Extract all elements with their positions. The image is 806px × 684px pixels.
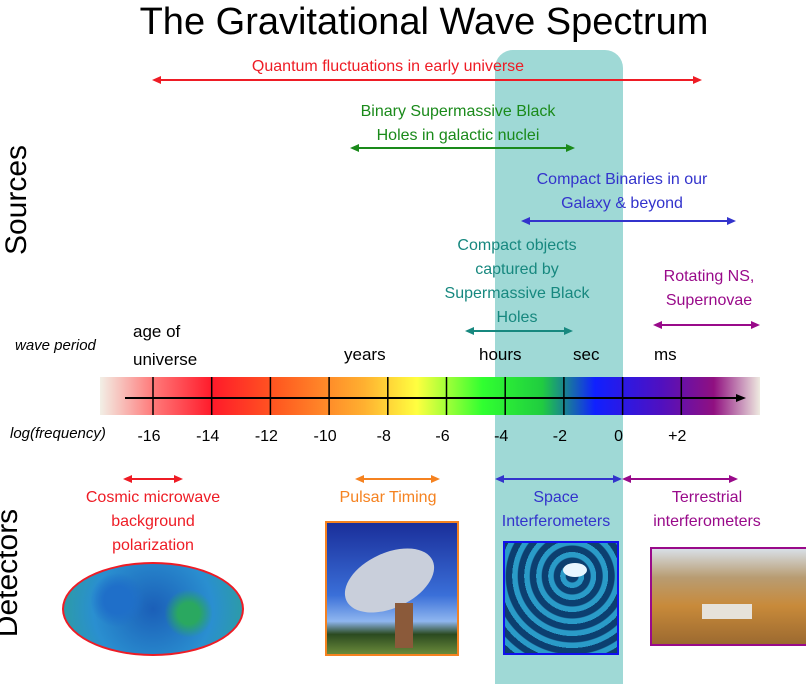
captured-compact-objects-label: Compact objects [457,237,577,254]
tick-label: -10 [313,428,337,445]
compact-binaries-label: Galaxy & beyond [561,195,683,212]
tick-label: -8 [376,428,391,445]
tick-label: -4 [494,428,509,445]
period-years: years [344,345,386,364]
pulsar-timing-label: Pulsar Timing [339,489,437,506]
captured-compact-objects-label: Holes [496,309,538,326]
space-interferometers-label: Space [533,489,579,506]
rotating-ns-label: Supernovae [665,292,753,309]
terrestrial-interferometers-range-arrow [622,475,738,483]
page-title: The Gravitational Wave Spectrum [139,1,709,43]
compact-binaries-label: Compact Binaries in our [536,171,708,188]
cmb-sky-map-image [62,562,244,656]
quantum-fluctuations-range-arrow [152,76,702,84]
captured-compact-objects-label: captured by [475,261,559,278]
frequency-spectrum-bar [100,377,760,415]
terrestrial-interferometers-label: Terrestrial [671,489,743,506]
axis-arrowhead [736,394,746,402]
tick-label: -12 [254,428,278,445]
space-interferometers-range-arrow [495,475,622,483]
ground-observatory-image [650,547,806,646]
tick-label: -16 [137,428,161,445]
tick-label: -6 [435,428,450,445]
period-hours: hours [479,345,522,364]
space-interferometers-label: Interferometers [501,513,611,530]
terrestrial-interferometers-label: interferometers [653,513,761,530]
binary-supermassive-bh-range-arrow [350,144,575,152]
binary-supermassive-bh-label: Holes in galactic nuclei [376,127,540,144]
period-age-of: age of [133,322,181,341]
wave-period-label: wave period [15,337,96,354]
period-ms: ms [654,345,677,364]
rotating-ns-label: Rotating NS, [663,268,755,285]
cmb-polarization-label: polarization [112,537,194,554]
cmb-polarization-label: background [111,513,195,530]
cmb-polarization-range-arrow [123,475,183,483]
log-frequency-label: log(frequency) [10,425,106,442]
space-interferometer-image [503,541,619,655]
captured-compact-objects-range-arrow [465,327,573,335]
cmb-polarization-label: Cosmic microwave [85,489,221,506]
tick-label: +2 [668,428,687,445]
compact-binaries-range-arrow [521,217,736,225]
tick-label: 0 [614,428,624,445]
tick-label: -14 [196,428,220,445]
period-universe: universe [133,350,198,369]
rotating-ns-range-arrow [653,321,760,329]
binary-supermassive-bh-label: Binary Supermassive Black [360,103,556,120]
period-sec: sec [573,345,600,364]
pulsar-timing-range-arrow [355,475,440,483]
captured-compact-objects-label: Supermassive Black [444,285,590,302]
quantum-fluctuations-label: Quantum fluctuations in early universe [251,58,525,75]
radio-telescope-image [325,521,459,656]
tick-label: -2 [552,428,568,445]
